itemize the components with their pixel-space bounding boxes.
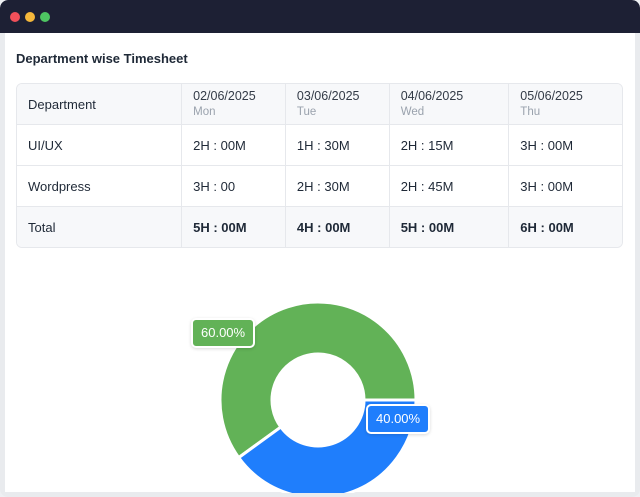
time-cell: 3H : 00 bbox=[182, 166, 286, 207]
department-name: UI/UX bbox=[17, 125, 183, 166]
page-content: Department wise Timesheet Department 02/… bbox=[5, 33, 635, 497]
minimize-window-button[interactable] bbox=[25, 12, 35, 22]
column-date: 03/06/2025 bbox=[296, 89, 360, 103]
table-header-row: Department 02/06/2025 Mon 03/06/2025 Tue 0… bbox=[17, 84, 622, 125]
time-cell: 2H : 30M bbox=[285, 166, 390, 207]
window-titlebar bbox=[0, 0, 640, 33]
column-header: 03/06/2025 Tue bbox=[285, 84, 390, 125]
close-window-button[interactable] bbox=[10, 12, 20, 22]
donut-chart: 60.00% 40.00% bbox=[5, 263, 635, 497]
table-row: Wordpress 3H : 00 2H : 30M 2H : 45M 3H :… bbox=[17, 166, 622, 207]
time-cell: 1H : 30M bbox=[285, 125, 390, 166]
column-day: Mon bbox=[193, 106, 216, 118]
donut-slice bbox=[218, 300, 418, 460]
column-date: 02/06/2025 bbox=[193, 89, 256, 103]
donut-slice-label: 60.00% bbox=[191, 318, 256, 348]
donut-slice-label: 40.00% bbox=[366, 404, 431, 434]
column-date: 04/06/2025 bbox=[400, 89, 464, 103]
total-cell: 4H : 00M bbox=[285, 207, 390, 247]
column-header: 05/06/2025 Thu bbox=[509, 84, 622, 125]
column-date: 05/06/2025 bbox=[520, 89, 583, 103]
total-label: Total bbox=[17, 207, 183, 247]
total-cell: 6H : 00M bbox=[509, 207, 622, 247]
column-header: 02/06/2025 Mon bbox=[182, 84, 286, 125]
total-cell: 5H : 00M bbox=[182, 207, 286, 247]
column-header: 04/06/2025 Wed bbox=[389, 84, 510, 125]
time-cell: 3H : 00M bbox=[509, 125, 622, 166]
time-cell: 3H : 00M bbox=[509, 166, 622, 207]
column-day: Wed bbox=[400, 106, 425, 118]
table-total-row: Total 5H : 00M 4H : 00M 5H : 00M 6H : 00… bbox=[17, 207, 622, 247]
time-cell: 2H : 15M bbox=[389, 125, 510, 166]
total-cell: 5H : 00M bbox=[389, 207, 510, 247]
column-day: Tue bbox=[296, 106, 317, 118]
page-title: Department wise Timesheet bbox=[16, 51, 188, 66]
donut-chart-svg bbox=[218, 300, 418, 497]
table-row: UI/UX 2H : 00M 1H : 30M 2H : 15M 3H : 00… bbox=[17, 125, 622, 166]
timesheet-table: Department 02/06/2025 Mon 03/06/2025 Tue 0… bbox=[16, 83, 623, 248]
column-day: Thu bbox=[520, 106, 541, 118]
maximize-window-button[interactable] bbox=[40, 12, 50, 22]
time-cell: 2H : 45M bbox=[389, 166, 510, 207]
department-column-header: Department bbox=[17, 84, 183, 125]
time-cell: 2H : 00M bbox=[182, 125, 286, 166]
department-name: Wordpress bbox=[17, 166, 183, 207]
